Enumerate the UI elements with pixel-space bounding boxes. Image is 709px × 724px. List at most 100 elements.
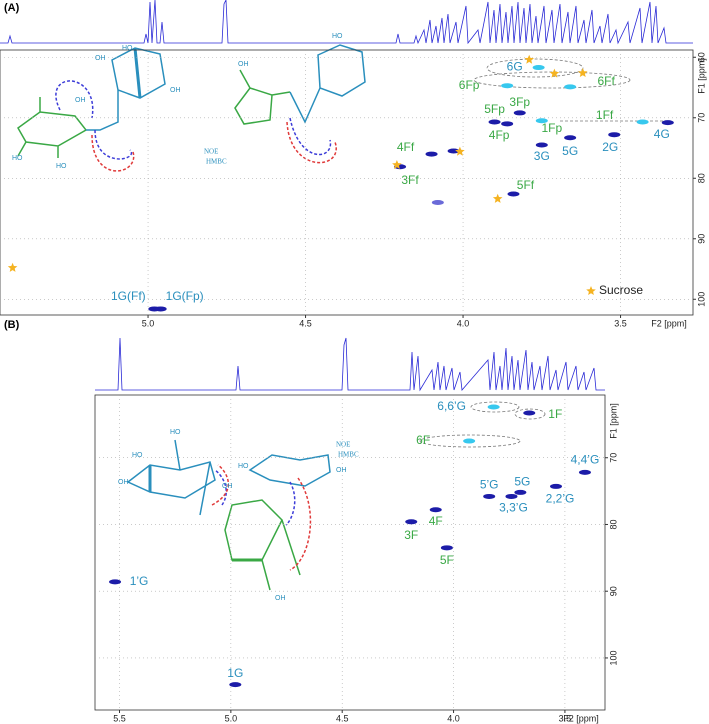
structure-b <box>126 439 331 591</box>
cross-peak <box>229 682 242 688</box>
cross-peak <box>483 493 496 499</box>
x-axis-label: F2 [ppm] <box>563 713 599 723</box>
cross-peak <box>501 83 514 89</box>
peak-label: 5F <box>440 553 454 567</box>
cross-peak <box>564 135 577 141</box>
y-tick-label: 100 <box>608 650 618 665</box>
cross-peak <box>523 410 536 416</box>
peak-label: 1F <box>548 407 562 421</box>
cross-peak <box>154 306 167 312</box>
peak-label: 1G <box>227 666 243 680</box>
x-tick-label: 4.5 <box>336 713 349 723</box>
y-tick-label: 80 <box>696 173 706 183</box>
cross-peak <box>578 469 591 475</box>
structure-label: OH <box>222 483 233 490</box>
peak-label: 5’G <box>480 478 499 492</box>
legend-label: Sucrose <box>599 283 643 297</box>
structure-label: HO <box>132 452 143 459</box>
panel-title: (A) <box>4 2 20 14</box>
peak-label: 3,3’G <box>499 501 528 515</box>
peak-label: 4G <box>654 127 670 141</box>
peak-label: 3F <box>404 528 418 542</box>
structure-label: HO <box>332 33 343 40</box>
peak-label: 1’G <box>130 574 149 588</box>
peak-label: 6Ff <box>597 74 615 88</box>
cross-peak <box>608 132 621 138</box>
y-tick-label: 60 <box>696 52 706 62</box>
cross-peak <box>505 493 518 499</box>
structure-label: OH <box>95 55 106 62</box>
x-tick-label: 5.0 <box>142 318 155 328</box>
y-tick-label: 80 <box>608 519 618 529</box>
sucrose-star <box>492 193 503 203</box>
structure-label: HO <box>122 45 133 52</box>
peak-label: 3Ff <box>401 173 419 187</box>
structure-label: HMBC <box>206 158 227 166</box>
cross-peak <box>514 489 527 495</box>
sucrose-star <box>549 68 560 78</box>
structure-label: HO <box>170 429 181 436</box>
sucrose-star <box>392 160 402 169</box>
cross-peak <box>501 121 514 127</box>
structure-label: OH <box>118 479 129 486</box>
peak-label: 6F <box>416 433 430 447</box>
structure-label: NOE <box>204 148 218 156</box>
sucrose-star <box>578 68 588 77</box>
hsqc-panel: (A) 5.0 4.5 4.0 3.5 60 70 80 90 100 F2 [ppm] F1 [pp… <box>0 2 706 328</box>
cross-peak <box>535 118 548 124</box>
cross-peak <box>463 438 476 444</box>
x-tick-label: 4.0 <box>447 713 460 723</box>
x-tick-label: 4.0 <box>457 318 470 328</box>
structure-label: OH <box>75 97 86 104</box>
peak-label: 6Fp <box>459 78 480 92</box>
peak-label: 3G <box>534 149 550 163</box>
structure-label: OH <box>238 61 249 68</box>
peak-label: 4Ff <box>397 140 415 154</box>
cross-peak <box>431 199 444 205</box>
cross-peak <box>488 119 501 125</box>
y-tick-label: 70 <box>608 453 618 463</box>
y-axis-label: F1 [ppm] <box>608 403 618 439</box>
plot-frame <box>94 394 606 711</box>
peak-label: 6,6’G <box>437 399 466 413</box>
sucrose-star <box>7 262 18 272</box>
hsqc-panel: (B) 5.5 5.0 4.5 4.0 3.5 70 80 90 100 F2 [ppm] F1 [p… <box>4 319 618 723</box>
cross-peak <box>109 579 122 585</box>
y-axis-label: F1 [ppm] <box>696 58 706 94</box>
peak-label: 5G <box>562 144 578 158</box>
cross-peak <box>429 507 442 513</box>
x-tick-label: 3.5 <box>614 318 627 328</box>
peak-label: 5Fp <box>484 102 505 116</box>
peak-label: 1Fp <box>541 121 562 135</box>
peak-label: 2,2’G <box>546 492 575 506</box>
projection-a <box>0 0 693 45</box>
structure-label: OH <box>275 595 286 602</box>
x-axis-label: F2 [ppm] <box>651 318 687 328</box>
x-tick-label: 5.5 <box>113 713 126 723</box>
peak-label: 5G <box>514 475 530 489</box>
cross-peak <box>532 65 545 71</box>
structure-label: NOE <box>336 441 350 449</box>
sucrose-star <box>455 146 465 156</box>
cross-peak <box>440 545 453 551</box>
structure-label: OH <box>170 87 181 94</box>
cross-peak <box>425 151 438 157</box>
cross-peak <box>507 191 520 197</box>
peak-label: 5Ff <box>517 178 535 192</box>
projection-b <box>95 337 605 392</box>
panel-title: (B) <box>4 319 20 331</box>
structure-label: HO <box>238 463 249 470</box>
peak-label: 1Ff <box>596 108 614 122</box>
x-tick-label: 4.5 <box>299 318 312 328</box>
peak-label: 3Fp <box>509 95 530 109</box>
peak-label: 4,4’G <box>571 453 600 467</box>
cross-peak <box>487 404 500 410</box>
cross-peak <box>513 110 526 116</box>
structure-label: HO <box>12 155 23 162</box>
peak-label: 2G <box>602 140 618 154</box>
y-tick-label: 70 <box>696 113 706 123</box>
structure-label: OH <box>336 467 347 474</box>
y-tick-label: 90 <box>608 586 618 596</box>
cross-peak <box>550 483 563 489</box>
